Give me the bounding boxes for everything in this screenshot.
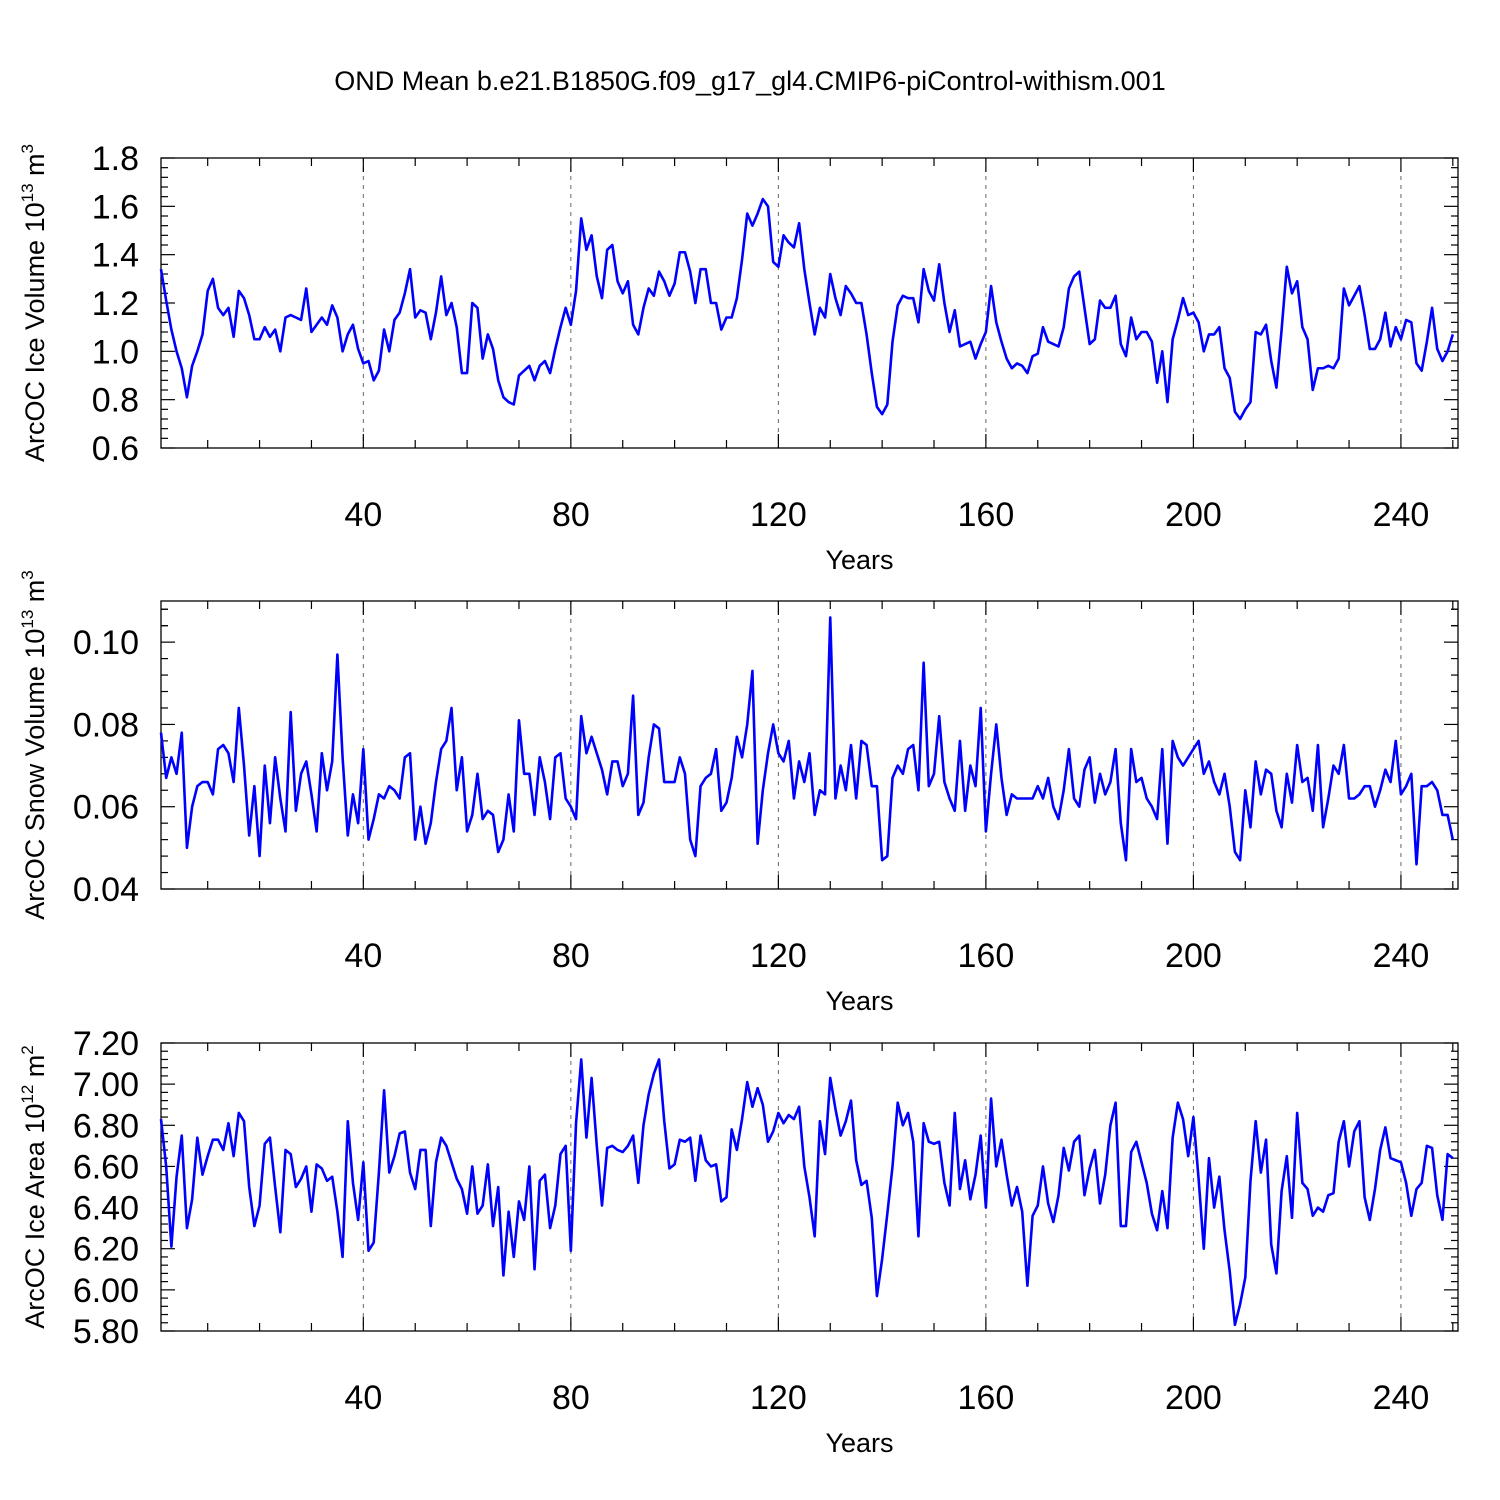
ice-area-panel: 40 80 120 160 200 240 5.806.006.206.40 6.606.80… xyxy=(18,1025,1459,1458)
ice-area-xtick-label-5: 240 xyxy=(1373,1379,1430,1417)
ice-volume-series-line-0 xyxy=(159,197,1455,421)
snow-volume-panel: 40 80 120 160 200 240 0.04 0.06 0.08 0.10 Years Arc… xyxy=(18,570,1459,1016)
snow-volume-ylabel-unit: m xyxy=(20,580,50,610)
ice-area-ylabel: ArcOC Ice Area 1012 m2 xyxy=(18,1045,50,1329)
ice-area-ytick-label-3: 6.40 xyxy=(73,1190,139,1228)
ice-volume-xlabel: Years xyxy=(825,545,893,575)
ice-area-xtick-label-2: 120 xyxy=(750,1379,807,1417)
snow-volume-ytick-label-1: 0.06 xyxy=(73,789,139,827)
ice-volume-ylabel-unit: m xyxy=(20,153,50,183)
panels: 40 80 120 160 200 2400.60.81.01.21.41.61.8Yea… xyxy=(18,140,1459,1458)
figure-title: OND Mean b.e21.B1850G.f09_g17_gl4.CMIP6-… xyxy=(334,66,1165,96)
snow-volume-xtick-label-4: 200 xyxy=(1165,937,1222,975)
snow-volume-xtick-label-2: 120 xyxy=(750,937,807,975)
ice-area-ytick-label-0: 5.80 xyxy=(73,1313,139,1351)
ice-area-series-line-0 xyxy=(159,1058,1454,1327)
snow-volume-xtick-label-0: 40 xyxy=(344,937,382,975)
ice-volume-ytick-label-6: 1.8 xyxy=(92,140,139,178)
ice-volume-ytick-label-1: 0.8 xyxy=(92,382,139,420)
ice-area-ytick-label-4: 6.60 xyxy=(73,1148,139,1186)
ice-volume-ytick-label-0: 0.6 xyxy=(92,430,139,468)
snow-volume-ytick-label-3: 0.10 xyxy=(73,624,139,662)
snow-volume-ytick-label-0: 0.04 xyxy=(73,871,139,909)
ice-volume-ytick-label-2: 1.0 xyxy=(92,333,139,371)
ice-volume-xtick-label-0: 40 xyxy=(344,496,382,534)
snow-volume-xtick-label-3: 160 xyxy=(958,937,1015,975)
ice-volume-ytick-label-4: 1.4 xyxy=(92,237,139,275)
ice-area-ylabel-unit: m xyxy=(20,1055,50,1085)
ice-volume-ytick-label-3: 1.2 xyxy=(92,285,139,323)
ice-area-frame xyxy=(160,1042,1459,1332)
snow-volume-ylabel-unit-exponent: 3 xyxy=(18,570,37,579)
ice-area-ytick-label-1: 6.00 xyxy=(73,1272,139,1310)
ice-area-ytick-label-2: 6.20 xyxy=(73,1231,139,1269)
ice-area-xtick-label-3: 160 xyxy=(958,1379,1015,1417)
ice-area-ylabel-unit-exponent: 2 xyxy=(18,1045,37,1054)
snow-volume-series-line-0 xyxy=(159,616,1455,866)
snow-volume-xlabel: Years xyxy=(825,986,893,1016)
ice-area-xtick-label-0: 40 xyxy=(344,1379,382,1417)
ice-volume-xtick-label-1: 80 xyxy=(552,496,590,534)
snow-volume-frame xyxy=(160,600,1459,890)
snow-volume-ylabel-main: ArcOC Snow Volume 10 xyxy=(20,629,50,920)
ice-area-ylabel-exponent: 12 xyxy=(18,1085,37,1104)
ice-area-ytick-label-7: 7.20 xyxy=(73,1025,139,1063)
ice-volume-ylabel: ArcOC Ice Volume 1013 m3 xyxy=(18,144,50,462)
ice-volume-ytick-label-5: 1.6 xyxy=(92,188,139,226)
ice-volume-xtick-label-4: 200 xyxy=(1165,496,1222,534)
ice-area-xtick-label-1: 80 xyxy=(552,1379,590,1417)
snow-volume-xtick-label-1: 80 xyxy=(552,937,590,975)
ice-volume-xtick-label-2: 120 xyxy=(750,496,807,534)
ice-volume-ylabel-exponent: 13 xyxy=(18,183,37,202)
ice-volume-xtick-label-5: 240 xyxy=(1373,496,1430,534)
ice-area-ylabel-main: ArcOC Ice Area 10 xyxy=(20,1104,50,1329)
snow-volume-ylabel-exponent: 13 xyxy=(18,610,37,629)
snow-volume-ytick-label-2: 0.08 xyxy=(73,706,139,744)
ice-area-xlabel: Years xyxy=(825,1428,893,1458)
snow-volume-xtick-label-5: 240 xyxy=(1373,937,1430,975)
snow-volume-ylabel: ArcOC Snow Volume 1013 m3 xyxy=(18,570,50,920)
ice-volume-panel: 40 80 120 160 200 240 0.6 0.8 1.0 1.2 1.4 1.6 1.8 Yea… xyxy=(18,140,1459,575)
ice-area-ytick-label-6: 7.00 xyxy=(73,1066,139,1104)
ice-volume-xtick-label-3: 160 xyxy=(958,496,1015,534)
ice-area-xtick-label-4: 200 xyxy=(1165,1379,1222,1417)
ice-volume-ylabel-main: ArcOC Ice Volume 10 xyxy=(20,202,50,462)
ice-area-ytick-label-5: 6.80 xyxy=(73,1107,139,1145)
ice-volume-ylabel-unit-exponent: 3 xyxy=(18,144,37,153)
